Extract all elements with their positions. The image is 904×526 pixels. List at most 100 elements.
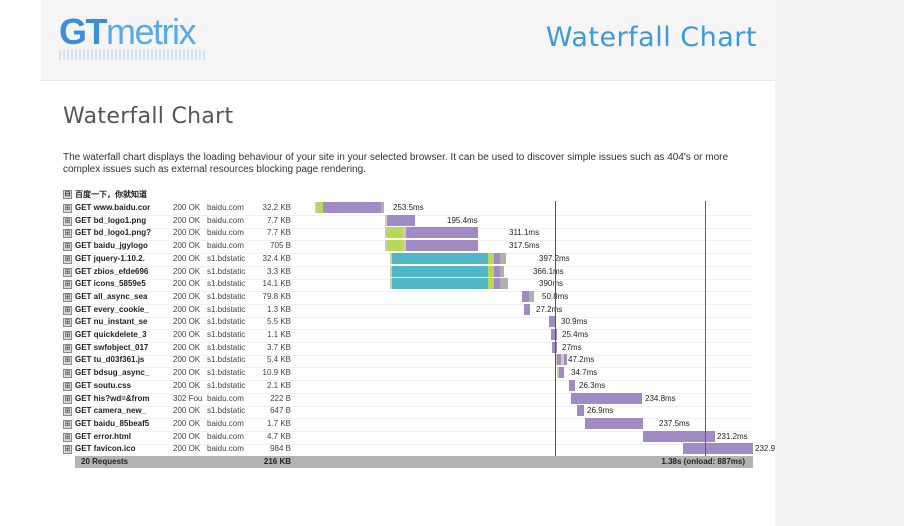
waterfall-bar-segment — [406, 240, 478, 252]
waterfall-bar-segment — [392, 252, 488, 264]
logo-gt: GT — [59, 11, 108, 52]
group-header[interactable]: ⊟ 百度一下，你就知道 — [63, 189, 147, 201]
request-name: GET jquery-1.10.2. — [75, 253, 145, 263]
table-row[interactable]: ⊞ GET baidu_85beaf5 200 OK baidu.com 1.7 KB — [63, 418, 753, 432]
request-name: GET nu_instant_se — [75, 317, 148, 327]
waterfall-bar-segment — [387, 214, 415, 226]
request-name: GET swfobject_017 — [75, 342, 149, 352]
table-row[interactable]: ⊞ GET nu_instant_se 200 OK s1.bdstatic 5.5 K… — [63, 316, 753, 331]
request-status: 200 OK — [173, 380, 201, 390]
expand-icon[interactable]: ⊞ — [63, 407, 72, 417]
table-row[interactable]: ⊞ GET every_cookie_ 200 OK s1.bdstatic 1.3 K… — [63, 304, 753, 318]
request-status: 200 OK — [173, 279, 201, 289]
request-name: GET every_cookie_ — [75, 304, 149, 314]
expand-icon[interactable]: ⊞ — [63, 242, 72, 252]
request-size: 32.2 KB — [262, 203, 291, 212]
expand-icon[interactable]: ⊞ — [63, 394, 72, 404]
request-time-label: 317.5ms — [509, 241, 540, 251]
expand-icon[interactable]: ⊞ — [63, 356, 72, 366]
expand-icon[interactable]: ⊞ — [63, 318, 72, 328]
request-size: 10.9 KB — [262, 368, 291, 378]
expand-icon[interactable]: ⊞ — [63, 229, 72, 239]
request-domain: s1.bdstatic — [207, 342, 246, 352]
expand-icon[interactable]: ⊞ — [63, 432, 72, 442]
request-size: 647 B — [270, 406, 291, 416]
waterfall-bar-segment — [561, 354, 564, 366]
request-size: 705 B — [270, 241, 291, 251]
page-description: The waterfall chart displays the loading… — [63, 152, 729, 175]
expand-icon[interactable]: ⊞ — [63, 254, 72, 264]
table-row[interactable]: ⊞ GET error.html 200 OK baidu.com 4.7 KB — [63, 431, 753, 445]
waterfall-bar-segment — [315, 202, 317, 213]
request-status: 200 OK — [173, 241, 201, 251]
request-domain: s1.bdstatic — [207, 355, 246, 365]
expand-icon[interactable]: ⊞ — [63, 204, 72, 213]
expand-icon[interactable]: ⊞ — [63, 445, 72, 455]
waterfall-bar-segment — [494, 278, 500, 290]
table-row[interactable]: ⊞ GET all_async_sea 200 OK s1.bdstatic 79.8 … — [63, 291, 753, 305]
waterfall-bar-segment — [390, 265, 392, 277]
request-name: GET his?wd=&from — [75, 393, 150, 403]
expand-icon[interactable]: ⊞ — [63, 331, 72, 340]
request-size: 7.7 KB — [266, 228, 291, 238]
expand-icon[interactable]: ⊞ — [63, 369, 72, 379]
request-status: 200 OK — [173, 304, 201, 314]
total-requests: 20 Requests — [81, 457, 129, 466]
table-row[interactable]: ⊞ GET tu_d03f361.js 200 OK s1.bdstatic 5.4 K… — [63, 354, 753, 369]
request-status: 200 OK — [173, 253, 201, 263]
collapse-icon[interactable]: ⊟ — [63, 190, 72, 200]
waterfall-bar-segment — [549, 316, 555, 328]
request-domain: s1.bdstatic — [207, 304, 246, 314]
table-row[interactable]: ⊞ GET bdsug_async_ 200 OK s1.bdstatic 10.9 K… — [63, 367, 753, 382]
waterfall-bar-segment — [571, 392, 574, 404]
table-row[interactable]: ⊞ GET his?wd=&from 302 Fou baidu.com 222 B — [63, 393, 753, 407]
expand-icon[interactable]: ⊞ — [63, 216, 72, 226]
request-domain: s1.bdstatic — [207, 291, 246, 301]
request-size: 1.1 KB — [266, 330, 291, 339]
waterfall-bar-segment — [500, 265, 504, 277]
request-status: 200 OK — [173, 368, 201, 378]
gtmetrix-logo[interactable]: GTmetrix — [59, 11, 207, 60]
request-status: 200 OK — [173, 342, 201, 352]
waterfall-bar-segment — [381, 202, 384, 213]
table-row[interactable]: ⊞ GET quickdelete_3 200 OK s1.bdstatic 1.1 K… — [63, 329, 753, 343]
waterfall-bar-segment — [559, 367, 564, 379]
group-title: 百度一下，你就知道 — [75, 190, 147, 199]
table-row[interactable]: ⊞ GET soutu.css 200 OK s1.bdstatic 2.1 KB — [63, 380, 753, 394]
request-domain: s1.bdstatic — [207, 266, 246, 276]
waterfall-bar-segment — [403, 240, 406, 252]
request-name: GET zbios_efde696 — [75, 266, 149, 276]
waterfall-bar-segment — [406, 227, 478, 239]
request-size: 984 B — [270, 444, 291, 454]
table-row[interactable]: ⊞ GET icons_5859e5 200 OK s1.bdstatic 14.1 K… — [63, 278, 753, 293]
expand-icon[interactable]: ⊞ — [63, 343, 72, 353]
waterfall-bar-segment — [317, 202, 323, 213]
total-size: 216 KB — [263, 457, 291, 466]
request-name: GET bd_logo1.png? — [75, 228, 151, 238]
request-status: 200 OK — [173, 431, 201, 441]
expand-icon[interactable]: ⊞ — [63, 381, 72, 391]
request-status: 200 OK — [173, 317, 201, 327]
waterfall-bar-segment — [577, 405, 584, 417]
request-time-label: 397.2ms — [539, 253, 570, 264]
expand-icon[interactable]: ⊞ — [63, 267, 72, 277]
onload-line — [705, 201, 706, 463]
waterfall-bar-segment — [683, 443, 753, 455]
request-time-label: 366.1ms — [533, 266, 564, 276]
expand-icon[interactable]: ⊞ — [63, 292, 72, 302]
request-status: 200 OK — [173, 266, 201, 276]
table-row[interactable]: ⊞ GET camera_new_ 200 OK s1.bdstatic 647 B — [63, 405, 753, 420]
waterfall-bar-segment — [574, 392, 642, 404]
waterfall-bar-segment — [585, 417, 643, 429]
expand-icon[interactable]: ⊞ — [63, 305, 72, 315]
expand-icon[interactable]: ⊞ — [63, 280, 72, 290]
request-domain: baidu.com — [207, 203, 244, 212]
request-domain: s1.bdstatic — [207, 279, 246, 289]
request-time-label: 234.8ms — [645, 393, 676, 403]
request-size: 5.4 KB — [266, 355, 291, 365]
expand-icon[interactable]: ⊞ — [63, 419, 72, 429]
request-time-label: 237.5ms — [659, 418, 690, 428]
table-row[interactable]: ⊞ GET swfobject_017 200 OK s1.bdstatic 3.7 K… — [63, 342, 753, 356]
waterfall-bar-segment — [392, 265, 488, 277]
total-time: 1.38s (onload: 887ms) — [661, 457, 745, 466]
